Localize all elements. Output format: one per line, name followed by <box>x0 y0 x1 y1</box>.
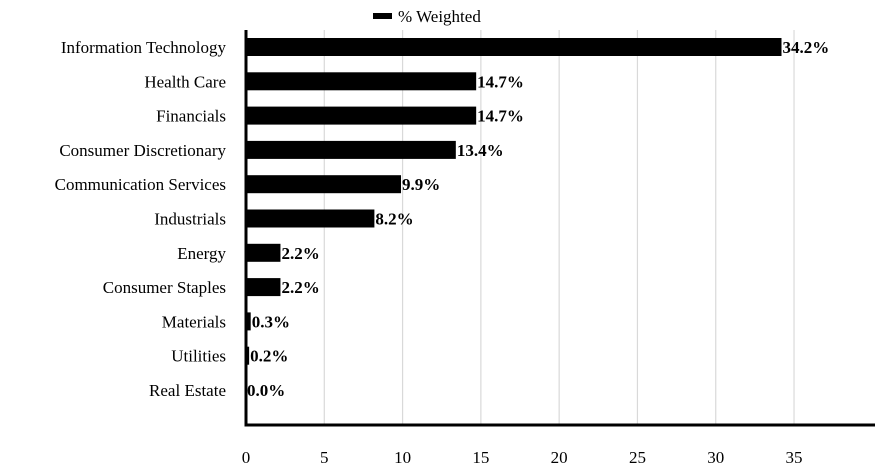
x-tick-label: 5 <box>320 448 329 467</box>
data-label: 0.3% <box>252 312 290 331</box>
bar <box>246 312 251 331</box>
x-tick-label: 35 <box>786 448 803 467</box>
bar <box>246 140 456 159</box>
category-label: Consumer Staples <box>103 278 226 297</box>
category-label: Consumer Discretionary <box>59 141 226 160</box>
category-label: Information Technology <box>61 38 227 57</box>
x-tick-label: 15 <box>472 448 489 467</box>
category-label: Energy <box>177 244 226 263</box>
gridlines <box>323 30 795 425</box>
category-label: Industrials <box>154 210 226 229</box>
x-tick-label: 0 <box>242 448 251 467</box>
data-label: 0.0% <box>247 381 285 400</box>
category-label: Health Care <box>144 72 226 91</box>
category-labels: Information Technology Health Care Financi… <box>55 38 227 400</box>
bar <box>246 175 402 194</box>
bar <box>246 278 281 297</box>
category-label: Financials <box>156 107 226 126</box>
legend-swatch <box>373 13 392 19</box>
category-label: Utilities <box>171 347 226 366</box>
data-label: 34.2% <box>783 38 830 57</box>
bar <box>246 243 281 262</box>
data-label: 0.2% <box>250 347 288 366</box>
x-tick-label: 25 <box>629 448 646 467</box>
category-label: Materials <box>162 312 226 331</box>
x-tick-label: 20 <box>551 448 568 467</box>
data-label: 13.4% <box>457 141 504 160</box>
data-label: 14.7% <box>477 72 524 91</box>
data-label: 8.2% <box>375 210 413 229</box>
data-label: 2.2% <box>281 244 319 263</box>
x-tick-labels: 0 5 10 15 20 25 30 35 <box>242 448 803 467</box>
data-label: 2.2% <box>281 278 319 297</box>
bar <box>246 106 477 125</box>
x-tick-label: 10 <box>394 448 411 467</box>
category-label: Real Estate <box>149 381 226 400</box>
x-tick-label: 30 <box>707 448 724 467</box>
axes <box>244 30 875 427</box>
category-label: Communication Services <box>55 175 226 194</box>
data-labels: 34.2% 14.7% 14.7% 13.4% 9.9% 8.2% 2.2% 2.2% 0.3%… <box>247 38 829 400</box>
bar <box>246 346 250 365</box>
data-label: 14.7% <box>477 107 524 126</box>
bar <box>246 38 782 56</box>
data-label: 9.9% <box>402 175 440 194</box>
bar <box>246 72 477 91</box>
legend-label: % Weighted <box>398 7 481 26</box>
bar <box>246 209 375 228</box>
bars <box>246 38 782 365</box>
legend: % Weighted <box>373 7 481 26</box>
